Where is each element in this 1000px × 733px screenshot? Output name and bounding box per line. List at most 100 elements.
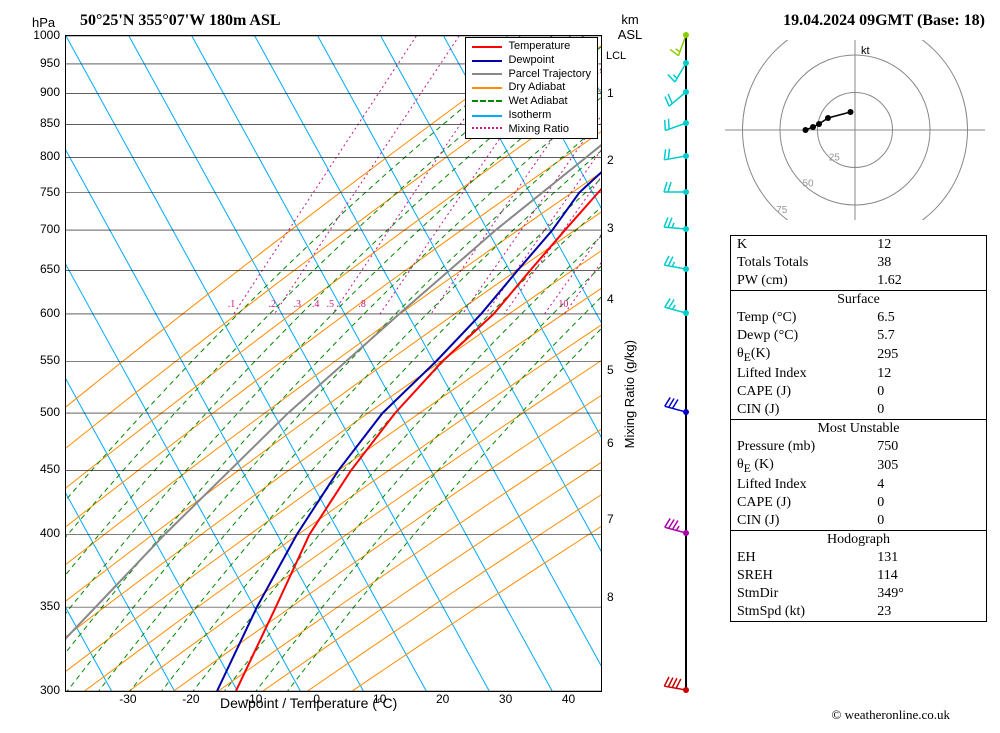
- title-datetime: 19.04.2024 09GMT (Base: 18): [783, 12, 985, 30]
- index-value: 295: [871, 345, 986, 365]
- legend-item: Isotherm: [472, 109, 591, 123]
- index-label: K: [731, 236, 871, 254]
- index-label: Lifted Index: [731, 365, 871, 383]
- index-label: Temp (°C): [731, 309, 871, 327]
- mixing-ratio-label: .2: [268, 299, 276, 310]
- pressure-tick: 550: [32, 353, 60, 367]
- mixing-ratio-label: .8: [358, 299, 366, 310]
- pressure-tick: 650: [32, 262, 60, 276]
- index-value: 750: [871, 438, 986, 456]
- index-label: CAPE (J): [731, 494, 871, 512]
- km-tick: 6: [607, 436, 614, 450]
- title-location: 50°25'N 355°07'W 180m ASL: [80, 12, 281, 30]
- index-value: 114: [871, 567, 986, 585]
- km-tick: 7: [607, 512, 614, 526]
- wind-barb: [661, 387, 711, 437]
- index-label: PW (cm): [731, 272, 871, 291]
- temperature-tick: -30: [113, 692, 143, 706]
- pressure-tick: 900: [32, 85, 60, 99]
- index-value: 12: [871, 365, 986, 383]
- wind-barb: [661, 288, 711, 338]
- index-label: StmSpd (kt): [731, 603, 871, 621]
- legend-item: Dewpoint: [472, 54, 591, 68]
- temperature-tick: 40: [554, 692, 584, 706]
- index-label: EH: [731, 549, 871, 567]
- hodograph-svg: 25 50 75 kt: [725, 40, 985, 220]
- index-label: CIN (J): [731, 401, 871, 420]
- mixing-ratio-label: .4: [312, 299, 320, 310]
- legend-item: Wet Adiabat: [472, 95, 591, 109]
- index-value: 5.7: [871, 327, 986, 345]
- legend-item: Temperature: [472, 40, 591, 54]
- index-value: 131: [871, 549, 986, 567]
- index-label: Dewp (°C): [731, 327, 871, 345]
- pressure-tick: 300: [32, 683, 60, 697]
- km-tick: 4: [607, 292, 614, 306]
- km-tick: 8: [607, 590, 614, 604]
- copyright-credit: © weatheronline.co.uk: [831, 707, 950, 723]
- wind-barb: [661, 244, 711, 294]
- index-value: 0: [871, 383, 986, 401]
- temperature-tick: 30: [491, 692, 521, 706]
- lcl-label: LCL: [606, 50, 626, 62]
- pressure-tick: 450: [32, 462, 60, 476]
- pressure-tick: 400: [32, 526, 60, 540]
- wind-barb: [661, 665, 711, 715]
- index-label: CAPE (J): [731, 383, 871, 401]
- section-header: Hodograph: [731, 530, 986, 549]
- y-axis-right-top-label: km ASL: [615, 12, 645, 42]
- mixing-ratio-label: .5: [327, 299, 335, 310]
- svg-text:75: 75: [776, 205, 788, 216]
- index-label: θE (K): [731, 456, 871, 476]
- index-value: 1.62: [871, 272, 986, 291]
- index-label: StmDir: [731, 585, 871, 603]
- pressure-tick: 750: [32, 185, 60, 199]
- index-label: Lifted Index: [731, 476, 871, 494]
- pressure-tick: 600: [32, 306, 60, 320]
- skewt-container: 50°25'N 355°07'W 180m ASL 19.04.2024 09G…: [10, 10, 990, 723]
- mixing-ratio-label: .1: [228, 299, 236, 310]
- svg-text:50: 50: [803, 179, 815, 190]
- index-value: 0: [871, 494, 986, 512]
- legend-item: Parcel Trajectory: [472, 68, 591, 82]
- index-label: θE(K): [731, 345, 871, 365]
- pressure-tick: 1000: [32, 28, 60, 42]
- indices-table: K12Totals Totals38PW (cm)1.62SurfaceTemp…: [730, 235, 987, 622]
- index-value: 38: [871, 254, 986, 272]
- x-axis-label: Dewpoint / Temperature (°C): [220, 695, 397, 711]
- svg-text:25: 25: [829, 152, 841, 163]
- legend-item: Dry Adiabat: [472, 81, 591, 95]
- index-value: 0: [871, 401, 986, 420]
- section-header: Surface: [731, 291, 986, 310]
- pressure-tick: 700: [32, 222, 60, 236]
- pressure-tick: 500: [32, 405, 60, 419]
- index-value: 305: [871, 456, 986, 476]
- pressure-tick: 350: [32, 599, 60, 613]
- legend-item: Mixing Ratio: [472, 123, 591, 137]
- index-label: Totals Totals: [731, 254, 871, 272]
- pressure-tick: 800: [32, 149, 60, 163]
- km-tick: 1: [607, 86, 614, 100]
- index-value: 6.5: [871, 309, 986, 327]
- mixing-ratio-label: 10: [558, 299, 568, 310]
- index-label: Pressure (mb): [731, 438, 871, 456]
- index-value: 12: [871, 236, 986, 254]
- temperature-tick: 20: [428, 692, 458, 706]
- km-tick: 2: [607, 153, 614, 167]
- index-label: CIN (J): [731, 512, 871, 531]
- hodograph-plot: 25 50 75 kt: [725, 40, 985, 220]
- y-axis-right-mid-label: Mixing Ratio (g/kg): [622, 340, 637, 448]
- km-tick: 5: [607, 363, 614, 377]
- pressure-tick: 850: [32, 116, 60, 130]
- index-value: 23: [871, 603, 986, 621]
- wind-barb: [661, 508, 711, 558]
- svg-text:kt: kt: [861, 45, 870, 57]
- index-value: 4: [871, 476, 986, 494]
- legend-box: TemperatureDewpointParcel TrajectoryDry …: [465, 37, 598, 139]
- index-value: 0: [871, 512, 986, 531]
- section-header: Most Unstable: [731, 419, 986, 438]
- index-value: 349°: [871, 585, 986, 603]
- mixing-ratio-label: .3: [294, 299, 302, 310]
- temperature-tick: -20: [176, 692, 206, 706]
- km-tick: 3: [607, 221, 614, 235]
